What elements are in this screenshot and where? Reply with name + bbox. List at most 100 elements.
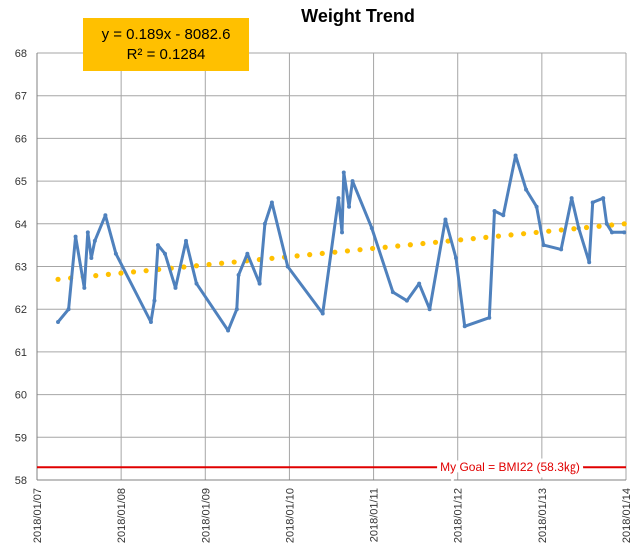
- y-tick-label: 59: [15, 432, 27, 444]
- weight-data-point: [462, 324, 467, 329]
- weight-data-point: [347, 204, 352, 209]
- weight-data-point: [601, 196, 606, 201]
- weight-data-point: [262, 221, 267, 226]
- weight-data-point: [103, 213, 108, 218]
- weight-data-point: [341, 170, 346, 175]
- weight-data-point: [89, 255, 94, 260]
- weight-series-line: [56, 154, 626, 333]
- weight-data-point: [404, 298, 409, 303]
- trendline-dot: [357, 247, 363, 253]
- weight-data-point: [56, 320, 61, 325]
- trendline-dot: [55, 276, 61, 282]
- x-tick-label: 2018/01/07: [32, 488, 44, 543]
- weight-data-point: [587, 260, 592, 265]
- weight-data-point: [559, 247, 564, 252]
- y-tick-label: 64: [15, 219, 27, 231]
- weight-data-point: [66, 307, 71, 312]
- weight-data-point: [569, 196, 574, 201]
- weight-data-point: [501, 213, 506, 218]
- trendline-dot: [395, 243, 401, 249]
- weight-data-point: [148, 320, 153, 325]
- trendline-dot: [206, 261, 212, 268]
- trendline-dot: [621, 221, 627, 227]
- trendline-dot: [269, 255, 275, 261]
- weight-data-point: [155, 243, 160, 248]
- weight-data-point: [92, 238, 97, 243]
- x-tick-label: 2018/01/08: [116, 488, 128, 543]
- goal-line-label: My Goal = BMI22 (58.3㎏): [440, 460, 580, 474]
- trendline-dot: [495, 233, 502, 239]
- trendline-dot: [520, 231, 527, 237]
- trendline-dot: [344, 248, 351, 254]
- weight-data-point: [369, 226, 374, 231]
- y-tick-label: 68: [15, 48, 27, 60]
- y-tick-labels: 58 59 60 61 62 63 64 65 66 67 68: [15, 48, 27, 487]
- weight-data-point: [541, 243, 546, 248]
- weight-data-point: [576, 226, 581, 231]
- trendline-dot: [558, 227, 564, 233]
- weight-data-point: [513, 153, 518, 158]
- weight-data-point: [285, 264, 290, 269]
- weight-data-point: [194, 281, 199, 286]
- weight-data-point: [609, 230, 614, 235]
- x-tick-label: 2018/01/14: [621, 488, 633, 543]
- weight-data-point: [492, 208, 497, 213]
- chart-grid: [36, 52, 627, 481]
- weight-data-point: [390, 290, 395, 295]
- x-tick-label: 2018/01/09: [200, 488, 212, 543]
- trendline-dot: [533, 229, 539, 236]
- weight-data-point: [590, 200, 595, 205]
- trendline-dot: [571, 226, 577, 232]
- trendline-dot: [307, 252, 313, 258]
- y-tick-label: 67: [15, 91, 27, 103]
- trendline-dot: [231, 259, 237, 265]
- weight-data-point: [85, 230, 90, 235]
- weight-data-point: [245, 251, 250, 256]
- x-tick-label: 2018/01/12: [453, 488, 465, 543]
- trendline-dot: [445, 238, 451, 244]
- trendline-dot: [219, 260, 225, 266]
- trendline-dot: [105, 271, 111, 277]
- chart-axes: [36, 53, 626, 481]
- x-tick-label: 2018/01/11: [369, 488, 381, 542]
- trendline-dot: [508, 232, 514, 238]
- trendline-dot: [369, 245, 376, 252]
- y-tick-label: 66: [15, 133, 27, 145]
- trendline-dot: [193, 263, 200, 269]
- weight-data-point: [173, 285, 178, 290]
- trendline-dot: [407, 242, 413, 248]
- trendline-dot: [458, 237, 464, 243]
- y-tick-label: 60: [15, 390, 27, 402]
- trendline-equation: y = 0.189x - 8082.6: [101, 25, 231, 43]
- weight-data-point: [340, 230, 345, 235]
- trendline-dot: [596, 223, 602, 229]
- weight-data-point: [534, 204, 539, 209]
- weight-data-point: [82, 285, 87, 290]
- trendline-dot: [181, 264, 187, 270]
- x-tick-label: 2018/01/10: [284, 488, 296, 543]
- trendline-dot: [420, 240, 426, 247]
- y-tick-label: 62: [15, 304, 27, 316]
- series-group: [56, 153, 627, 333]
- chart-title: Weight Trend: [301, 6, 415, 26]
- weight-data-point: [622, 230, 627, 235]
- weight-data-point: [443, 217, 448, 222]
- trendline-dot: [609, 222, 615, 228]
- trendline-dot: [143, 268, 149, 274]
- x-tick-label: 2018/01/13: [537, 488, 549, 543]
- weight-data-point: [417, 281, 422, 286]
- y-tick-label: 63: [15, 262, 27, 274]
- trendline-dot: [483, 234, 489, 240]
- trendline-dot: [432, 239, 439, 245]
- y-tick-label: 61: [15, 347, 27, 359]
- weight-data-point: [604, 221, 609, 226]
- trendline-dot: [294, 253, 300, 259]
- x-tick-labels: 2018/01/07 2018/01/08 2018/01/09 2018/01/10…: [32, 488, 633, 543]
- weight-data-point: [427, 307, 432, 312]
- y-tick-label: 65: [15, 176, 27, 188]
- weight-data-point: [269, 200, 274, 205]
- goal-line-group: My Goal = BMI22 (58.3㎏): [37, 456, 626, 478]
- trendline-dot: [546, 228, 552, 234]
- trendline-dot: [583, 224, 590, 231]
- trendline-dot: [382, 244, 388, 250]
